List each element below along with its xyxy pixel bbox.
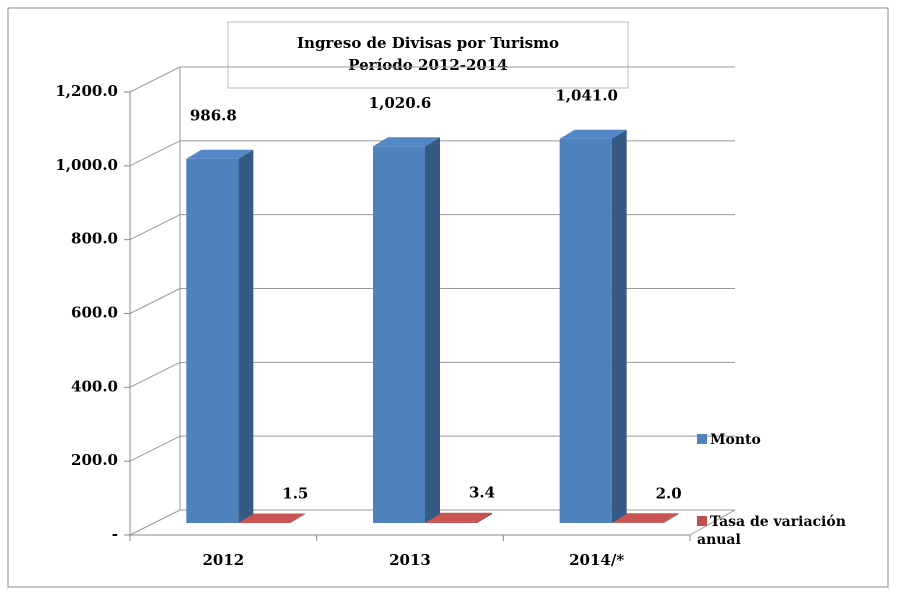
grid-line xyxy=(129,509,181,536)
bar-side xyxy=(425,137,440,523)
bar xyxy=(373,146,425,523)
bar xyxy=(238,522,291,523)
bar-side xyxy=(238,149,254,523)
legend-label: Tasa de variación anual xyxy=(697,514,846,548)
data-label: 1.5 xyxy=(282,484,308,502)
title-box xyxy=(227,21,629,89)
x-tick-label: 2013 xyxy=(389,551,431,569)
grid-line xyxy=(129,288,181,314)
bar-side xyxy=(663,513,679,523)
bar-side xyxy=(477,512,492,523)
legend-swatch xyxy=(697,516,707,526)
bar-top xyxy=(373,137,440,147)
data-label: 3.4 xyxy=(469,484,495,502)
grid-line xyxy=(129,361,181,388)
data-label: 1,020.6 xyxy=(369,94,432,112)
legend-item: Tasa de variación anual xyxy=(697,513,887,549)
bar xyxy=(186,158,239,523)
data-label: 986.8 xyxy=(190,107,237,125)
y-tick-label: 1,000.0 xyxy=(55,156,118,174)
legend-item: Monto xyxy=(697,431,761,449)
bar-top xyxy=(238,513,306,523)
x-tick-label: 2014/* xyxy=(569,551,624,569)
bar-side xyxy=(611,129,627,523)
grid-line xyxy=(129,435,181,462)
bar-top xyxy=(611,513,679,523)
chart-subtitle: Período 2012-2014 xyxy=(348,56,507,74)
bar xyxy=(425,521,477,523)
grid-line xyxy=(129,66,181,93)
bar-top xyxy=(559,129,627,139)
legend-label: Monto xyxy=(710,432,761,448)
grid-line xyxy=(129,214,181,241)
data-label: 1,041.0 xyxy=(555,87,618,105)
grid-line xyxy=(129,140,181,167)
y-tick-label: 200.0 xyxy=(71,451,118,469)
y-tick-label: 400.0 xyxy=(71,377,118,395)
bar-top xyxy=(186,149,254,159)
chart-border xyxy=(7,7,889,588)
y-tick-label: 600.0 xyxy=(71,304,118,322)
y-tick-label: 1,200.0 xyxy=(55,82,118,100)
chart-title: Ingreso de Divisas por Turismo xyxy=(297,34,559,52)
floor-right xyxy=(689,509,736,536)
legend-swatch xyxy=(697,434,707,444)
y-tick-label: 800.0 xyxy=(71,230,118,248)
bar-top xyxy=(425,512,492,522)
bar xyxy=(611,522,664,523)
bar xyxy=(559,138,612,523)
data-label: 2.0 xyxy=(656,484,682,502)
y-tick-label: - xyxy=(112,525,118,543)
x-tick-label: 2012 xyxy=(202,551,244,569)
bar-side xyxy=(290,513,306,523)
